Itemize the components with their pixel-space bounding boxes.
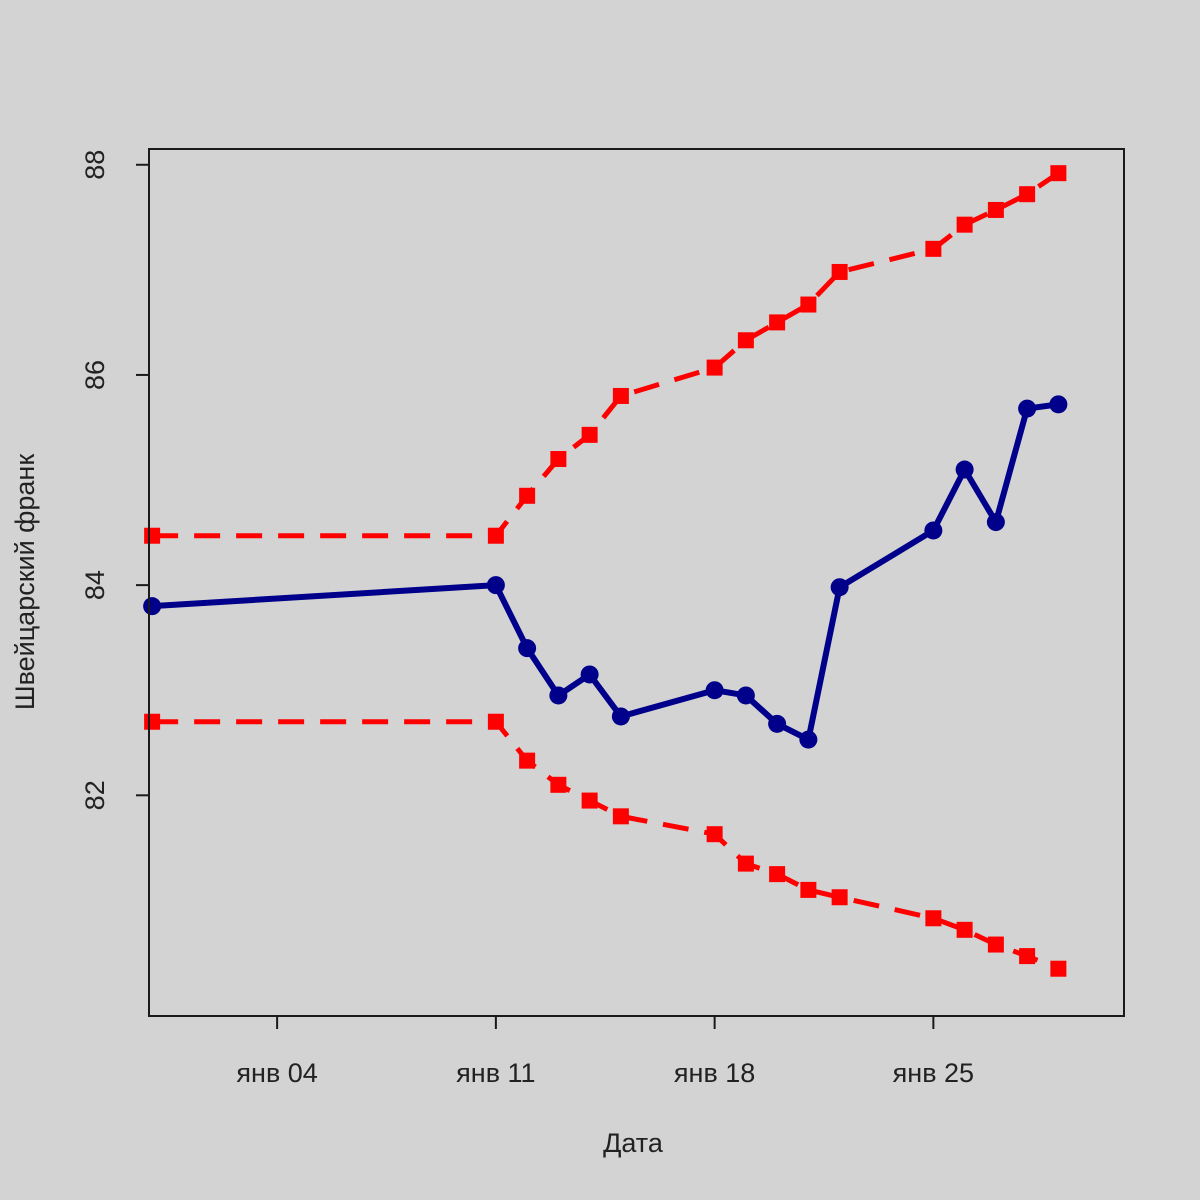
- data-point: [143, 597, 162, 616]
- x-tick-label: янв 11: [456, 1058, 535, 1088]
- data-point: [144, 713, 161, 730]
- series-line-upper: [152, 171, 1060, 539]
- series-rate: [143, 395, 1068, 749]
- data-point: [581, 792, 598, 809]
- data-point: [769, 314, 786, 331]
- data-point: [987, 936, 1004, 953]
- data-point: [769, 866, 786, 883]
- data-point: [549, 686, 568, 705]
- data-point: [1050, 960, 1067, 977]
- data-point: [612, 387, 629, 404]
- data-point: [519, 752, 536, 769]
- series-line-rate: [151, 401, 1059, 743]
- data-point: [612, 808, 629, 825]
- data-point: [737, 332, 754, 349]
- data-point: [487, 713, 504, 730]
- data-point: [581, 426, 598, 443]
- data-point: [519, 487, 536, 504]
- data-point: [736, 686, 755, 705]
- data-point: [956, 921, 973, 938]
- series-line-lower: [152, 719, 1060, 972]
- series-layer: [143, 165, 1068, 977]
- y-axis-title: Швейцарский франк: [10, 454, 40, 711]
- data-point: [1050, 165, 1067, 182]
- y-tick-label: 88: [80, 150, 110, 180]
- data-point: [706, 826, 723, 843]
- y-axis: 82 84 86 88: [80, 150, 150, 810]
- data-point: [1019, 186, 1036, 203]
- y-tick-label: 84: [80, 570, 110, 600]
- data-point: [486, 576, 505, 595]
- data-point: [550, 776, 567, 793]
- data-point: [955, 460, 974, 479]
- x-axis-title: Дата: [603, 1128, 664, 1158]
- y-tick-label: 86: [80, 360, 110, 390]
- data-point: [925, 910, 942, 927]
- data-point: [550, 451, 567, 468]
- data-point: [925, 240, 942, 257]
- data-point: [1049, 395, 1068, 414]
- data-point: [986, 513, 1005, 532]
- data-point: [831, 263, 848, 280]
- data-point: [580, 665, 599, 684]
- series-upper: [144, 165, 1067, 544]
- y-tick-label: 82: [80, 780, 110, 810]
- data-point: [1018, 399, 1037, 418]
- data-point: [924, 521, 943, 540]
- data-point: [705, 681, 724, 700]
- series-lower: [144, 713, 1067, 977]
- x-axis: янв 04 янв 11 янв 18 янв 25: [236, 1015, 974, 1088]
- data-point: [1019, 948, 1036, 965]
- data-point: [987, 201, 1004, 218]
- plot-frame: [148, 148, 1125, 1017]
- data-point: [800, 296, 817, 313]
- data-point: [956, 216, 973, 233]
- data-point: [831, 889, 848, 906]
- data-point: [611, 707, 630, 726]
- data-point: [768, 714, 787, 733]
- data-point: [518, 639, 537, 658]
- data-point: [144, 527, 161, 544]
- data-point: [830, 578, 849, 597]
- data-point: [800, 881, 817, 898]
- x-tick-label: янв 04: [236, 1058, 317, 1088]
- data-point: [487, 527, 504, 544]
- x-tick-label: янв 18: [674, 1058, 755, 1088]
- data-point: [706, 359, 723, 376]
- x-tick-label: янв 25: [893, 1058, 974, 1088]
- data-point: [737, 855, 754, 872]
- data-point: [799, 730, 818, 749]
